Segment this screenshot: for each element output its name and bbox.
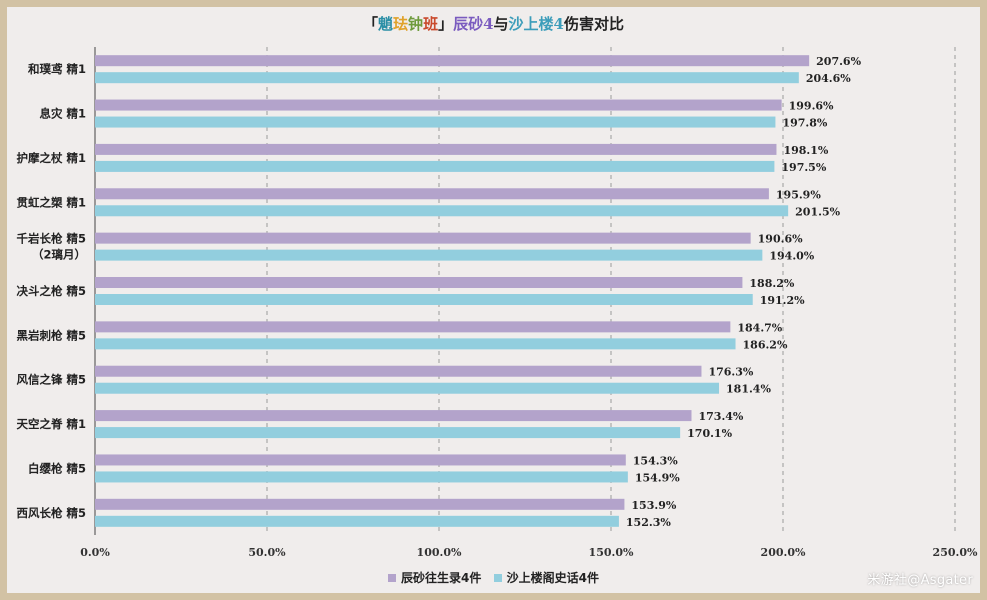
y-category-label-line: 风信之锋 精5: [16, 373, 86, 387]
bar-series-2: [95, 72, 799, 84]
data-label-series-1: 173.4%: [698, 410, 743, 423]
y-category-label-line: 和璞鸢 精1: [28, 62, 86, 76]
bar-series-1: [95, 321, 731, 333]
bar-series-1: [95, 410, 692, 422]
y-category-label-line: 天空之脊 精1: [16, 417, 86, 431]
data-label-series-1: 153.9%: [631, 499, 676, 512]
y-category-label: 白缨枪 精5: [28, 461, 86, 475]
legend-item-series-1: 辰砂往生录4件: [388, 569, 481, 586]
y-category-label-line: （2璃月）: [32, 248, 86, 262]
y-category-label: 千岩长枪 精5 （2璃月）: [16, 232, 86, 262]
bar-series-1: [95, 99, 782, 111]
data-label-series-1: 195.9%: [776, 188, 821, 201]
legend-label-series-2: 沙上楼阁史话4件: [506, 571, 599, 585]
data-label-series-2: 204.6%: [806, 72, 851, 85]
title-set-2: 沙上楼4: [508, 15, 564, 33]
bar-series-1: [95, 232, 751, 244]
bar-series-2: [95, 427, 681, 439]
y-category-label: 护摩之杖 精1: [16, 151, 86, 165]
bar-series-1: [95, 143, 777, 155]
title-connector: 与: [493, 15, 509, 33]
y-category-label-line: 西风长枪 精5: [16, 506, 86, 520]
legend-label-series-1: 辰砂往生录4件: [401, 571, 482, 585]
data-label-series-2: 181.4%: [726, 383, 771, 396]
bar-series-1: [95, 454, 626, 466]
bar-series-1: [95, 55, 810, 67]
y-category-label-line: 黑岩刺枪 精5: [16, 328, 86, 342]
y-category-label-line: 白缨枪 精5: [28, 461, 86, 475]
bar-series-1: [95, 188, 769, 200]
chart-legend: 辰砂往生录4件 沙上楼阁史话4件: [7, 569, 980, 586]
title-set-1: 辰砂4: [453, 15, 494, 33]
y-category-label-line: 决斗之枪 精5: [16, 284, 86, 298]
title-tail: 伤害对比: [563, 15, 624, 33]
y-category-label: 和璞鸢 精1: [28, 62, 86, 76]
y-category-label: 黑岩刺枪 精5: [16, 328, 86, 342]
x-tick-label: 200.0%: [761, 546, 806, 559]
title-char-2: 珐: [393, 15, 409, 33]
x-tick-label: 250.0%: [933, 546, 978, 559]
data-label-series-1: 207.6%: [816, 55, 861, 68]
title-bracket-open: 「: [363, 15, 379, 33]
title-char-4: 班: [423, 15, 439, 33]
data-label-series-1: 198.1%: [783, 144, 828, 157]
bar-series-2: [95, 294, 753, 305]
data-label-series-2: 197.5%: [781, 161, 826, 174]
data-label-series-1: 184.7%: [737, 321, 782, 334]
x-tick-label: 100.0%: [417, 546, 462, 559]
chart-title: 「魈珐钟班」辰砂4与沙上楼4伤害对比: [7, 13, 980, 34]
bar-series-1: [95, 277, 743, 288]
title-char-3: 钟: [408, 15, 424, 33]
bar-chart: 0.0% 50.0% 100.0% 150.0% 200.0% 250.0% 和璞鸢 精1 2…: [16, 47, 978, 559]
data-label-series-1: 176.3%: [708, 366, 753, 379]
y-category-label: 天空之脊 精1: [16, 417, 86, 431]
title-char-1: 魈: [378, 15, 394, 33]
data-label-series-2: 154.9%: [635, 471, 680, 484]
y-category-label: 息灾 精1: [39, 107, 86, 121]
bar-series-2: [95, 116, 776, 128]
legend-swatch-series-1: [388, 573, 397, 582]
bar-series-2: [95, 205, 789, 217]
data-label-series-2: 191.2%: [760, 294, 805, 307]
y-category-label: 风信之锋 精5: [16, 373, 86, 387]
bar-series-2: [95, 382, 720, 394]
x-tick-label: 150.0%: [589, 546, 634, 559]
bar-series-2: [95, 338, 736, 350]
y-category-label-line: 贯虹之槊 精1: [16, 195, 86, 209]
data-label-series-2: 170.1%: [687, 427, 732, 440]
data-label-series-1: 154.3%: [633, 454, 678, 467]
bar-series-2: [95, 471, 628, 483]
x-tick-label: 50.0%: [248, 546, 286, 559]
data-label-series-2: 197.8%: [782, 117, 827, 130]
y-category-label-line: 千岩长枪 精5: [16, 232, 86, 246]
data-label-series-1: 199.6%: [789, 100, 834, 113]
y-category-label-line: 息灾 精1: [39, 107, 86, 121]
y-category-label-line: 护摩之杖 精1: [16, 151, 86, 165]
y-category-label: 西风长枪 精5: [16, 506, 86, 520]
data-label-series-1: 190.6%: [758, 233, 803, 246]
bar-series-2: [95, 515, 619, 527]
legend-item-series-2: 沙上楼阁史话4件: [493, 569, 599, 586]
x-tick-label: 0.0%: [80, 546, 110, 559]
data-label-series-2: 152.3%: [626, 516, 671, 529]
legend-swatch-series-2: [493, 573, 502, 582]
data-label-series-2: 201.5%: [795, 205, 840, 218]
y-category-label: 贯虹之槊 精1: [16, 195, 86, 209]
data-label-series-2: 186.2%: [743, 338, 788, 351]
data-label-series-1: 188.2%: [749, 277, 794, 290]
bar-series-2: [95, 160, 775, 172]
bar-series-2: [95, 249, 763, 261]
bar-series-1: [95, 498, 625, 510]
bar-series-1: [95, 365, 702, 377]
y-category-label: 决斗之枪 精5: [16, 284, 86, 298]
watermark: 米游社@Asgater: [867, 573, 973, 588]
data-label-series-2: 194.0%: [769, 250, 814, 263]
title-bracket-close: 」: [438, 15, 454, 33]
